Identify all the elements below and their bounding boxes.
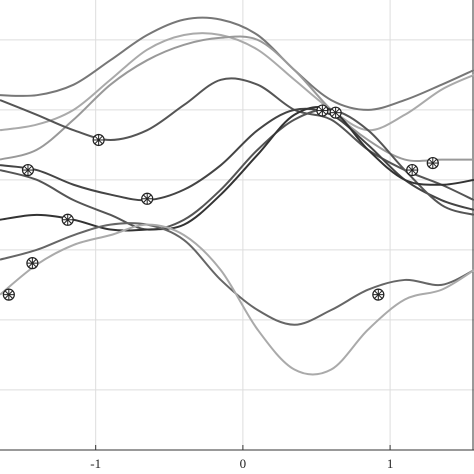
marker-part [407, 165, 417, 175]
marker [26, 257, 39, 270]
marker-part [428, 158, 438, 168]
marker [329, 106, 342, 119]
marker-part [63, 215, 72, 224]
marker [372, 288, 385, 301]
marker [406, 163, 419, 177]
marker [92, 133, 105, 147]
marker [61, 213, 74, 226]
x-tick-label: -1 [90, 456, 101, 471]
marker-part [374, 290, 383, 299]
x-tick-label: 0 [240, 456, 247, 471]
curve [0, 223, 474, 376]
curve [0, 222, 474, 326]
curve [0, 16, 474, 111]
marker [141, 192, 154, 205]
marker-part [142, 194, 152, 203]
curve [0, 32, 474, 132]
marker [2, 288, 15, 301]
marker-part [28, 258, 37, 268]
marker-part [4, 290, 14, 299]
marker [316, 104, 329, 117]
marker [21, 163, 35, 177]
marker-part [318, 106, 327, 115]
curve [0, 105, 474, 232]
x-tick-label: 1 [387, 456, 394, 471]
marker-part [331, 108, 340, 117]
marker-part [94, 135, 103, 145]
curve [0, 108, 474, 231]
curve [0, 35, 474, 162]
curve [0, 77, 474, 202]
marker [426, 156, 439, 170]
marker-part [23, 165, 33, 175]
